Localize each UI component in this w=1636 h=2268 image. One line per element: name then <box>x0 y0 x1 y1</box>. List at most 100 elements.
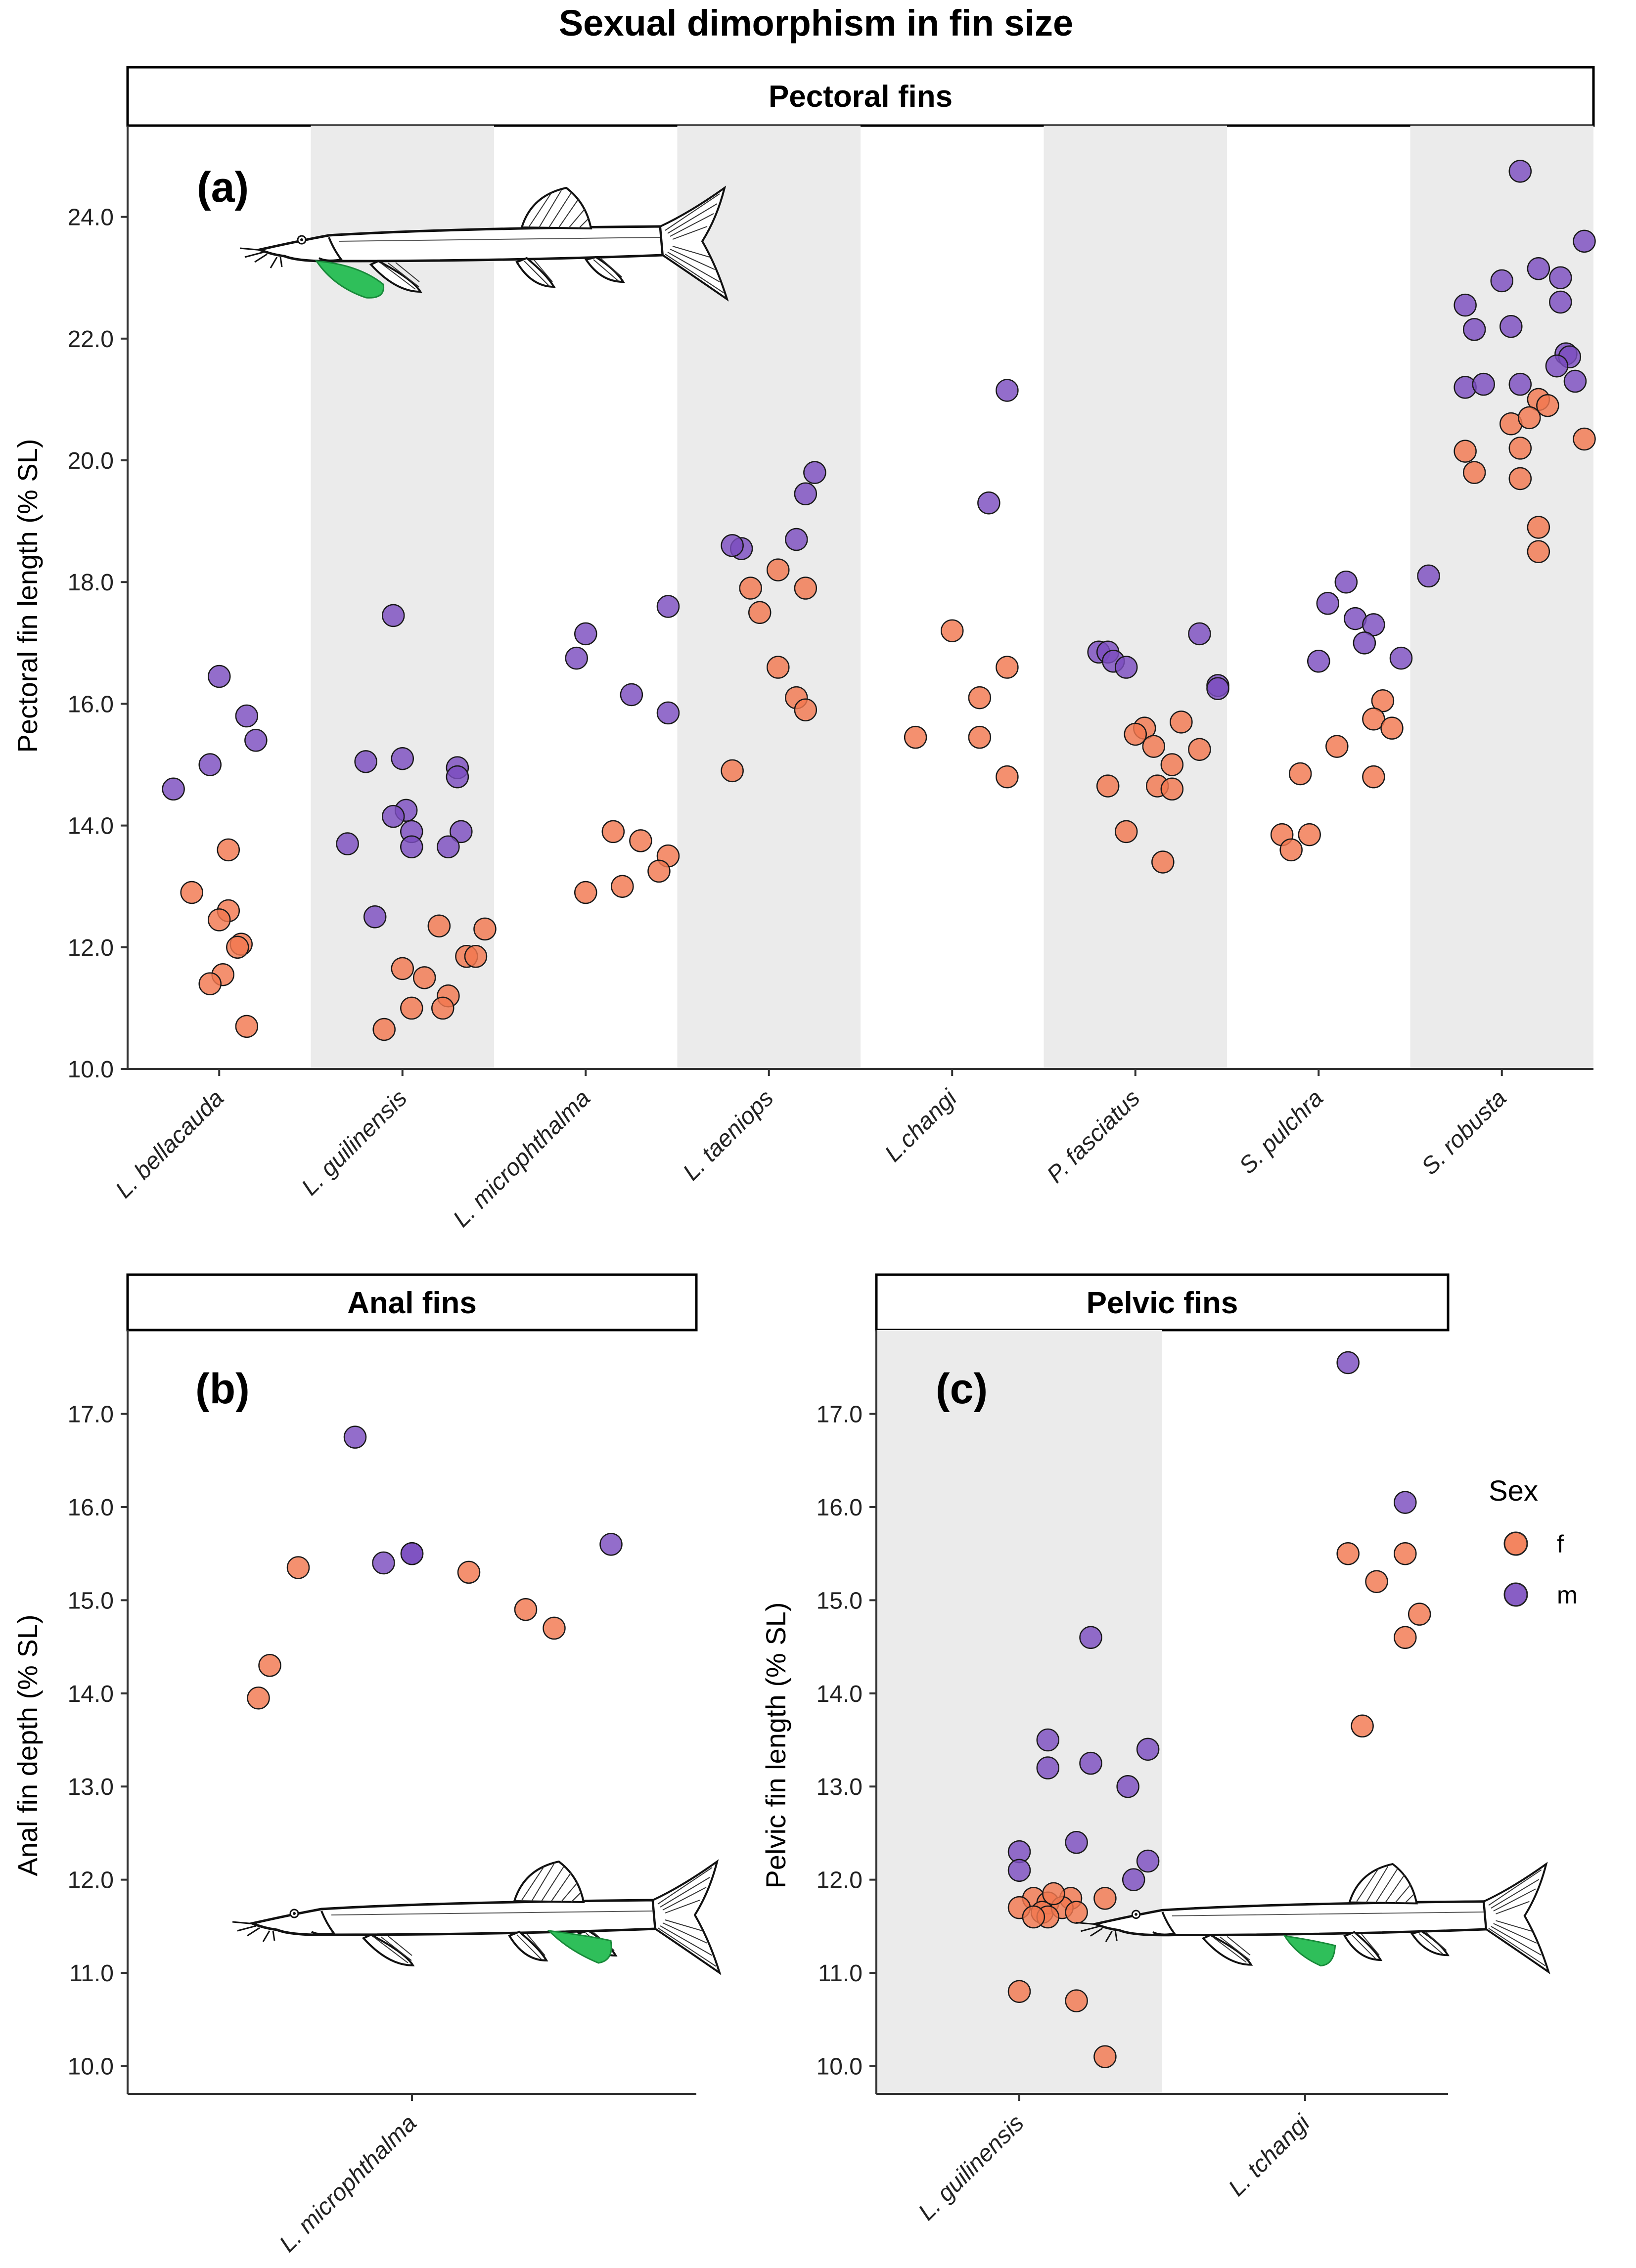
data-point-f <box>1365 1570 1388 1593</box>
data-point-f <box>968 686 992 710</box>
x-axis-b: L. microphthalma <box>128 2093 696 2257</box>
y-tick-label: 20.0 <box>68 448 114 474</box>
data-point-m <box>400 835 423 858</box>
data-point-f <box>208 908 231 932</box>
legend-swatch-f <box>1503 1531 1528 1556</box>
data-point-m <box>1122 1868 1145 1891</box>
shaded-band-8 <box>1410 126 1593 1069</box>
fish-illustration-pelvic <box>1076 1864 1548 1972</box>
strip-pelvic: Pelvic fins <box>1087 1286 1238 1320</box>
data-point-f <box>427 914 451 937</box>
y-tick-label: 12.0 <box>68 1868 114 1894</box>
fish-illustration-anal <box>232 1862 720 1973</box>
data-point-f <box>286 1556 310 1579</box>
data-point-m <box>1353 631 1376 655</box>
y-tick-label: 16.0 <box>817 1495 863 1521</box>
data-point-f <box>794 577 818 600</box>
data-point-f <box>1188 738 1211 761</box>
bands-a <box>311 126 1593 1069</box>
data-point-m <box>1007 1859 1031 1882</box>
data-point-f <box>629 829 652 852</box>
data-point-m <box>1508 160 1532 183</box>
legend-label-f: f <box>1557 1530 1564 1558</box>
data-point-m <box>198 753 222 776</box>
x-tick-label: S. robusta <box>1416 1085 1511 1180</box>
data-point-m <box>1206 677 1229 700</box>
data-point-f <box>611 875 634 898</box>
data-point-m <box>372 1551 395 1575</box>
data-point-m <box>1500 314 1523 338</box>
data-point-m <box>1549 266 1572 289</box>
data-point-m <box>1188 622 1211 646</box>
pectoral-fin-highlight <box>315 260 385 299</box>
data-point-f <box>1518 406 1541 430</box>
y-axis-a: 10.0 12.0 14.0 16.0 18.0 20.0 22.0 24.0 <box>68 126 129 1083</box>
y-tick-label: 13.0 <box>817 1774 863 1800</box>
data-point-f <box>431 996 454 1020</box>
y-tick-label: 14.0 <box>68 1681 114 1707</box>
data-point-f <box>1536 394 1559 417</box>
data-point-f <box>1336 1542 1360 1565</box>
shaded-band-6 <box>1044 126 1227 1069</box>
data-point-m <box>656 595 680 618</box>
data-point-f <box>1573 427 1596 451</box>
legend: Sex f m <box>1489 1475 1578 1609</box>
data-point-m <box>450 820 473 844</box>
data-point-f <box>601 820 625 844</box>
data-point-f <box>1288 762 1312 786</box>
data-point-m <box>363 905 387 929</box>
data-point-f <box>1124 722 1147 746</box>
data-point-f <box>1362 707 1385 731</box>
data-point-m <box>1462 318 1486 341</box>
data-point-f <box>1325 735 1349 758</box>
data-point-f <box>794 698 818 721</box>
data-point-f <box>372 1018 396 1041</box>
points-b <box>247 1425 623 1710</box>
points-a <box>162 160 1596 1041</box>
data-point-m <box>1527 257 1550 280</box>
data-point-f <box>748 601 772 624</box>
data-point-f <box>647 859 671 883</box>
data-point-m <box>1114 656 1138 679</box>
y-tick-label: 18.0 <box>68 570 114 596</box>
data-point-m <box>1472 372 1495 396</box>
data-point-m <box>244 729 268 752</box>
data-point-f <box>767 656 790 679</box>
data-point-m <box>977 491 1000 515</box>
y-tick-label: 16.0 <box>68 1495 114 1521</box>
x-tick-label: L. guilinensis <box>913 2110 1029 2225</box>
data-point-m <box>620 683 643 707</box>
data-point-f <box>247 1686 270 1710</box>
data-point-f <box>412 966 436 989</box>
panel-b: Anal fins (b) 10.0 11.0 12.0 13.0 14.0 15.0 16… <box>12 1273 720 2257</box>
bands-c <box>876 1330 1162 2094</box>
data-point-f <box>464 945 488 968</box>
x-tick-label: P. fasciatus <box>1042 1085 1145 1188</box>
y-tick-label: 10.0 <box>68 2053 114 2080</box>
x-tick-label: L. guilinensis <box>297 1085 412 1201</box>
data-point-m <box>1573 229 1596 253</box>
x-tick-label: L.changi <box>880 1084 962 1167</box>
x-tick-label: L. microphthalma <box>274 2110 422 2257</box>
data-point-m <box>721 534 744 557</box>
data-point-f <box>1170 711 1193 734</box>
data-point-m <box>1036 1728 1060 1752</box>
anal-fin-highlight <box>546 1929 612 1964</box>
data-point-f <box>226 935 249 959</box>
data-point-f <box>180 881 203 904</box>
panel-label-b: (b) <box>195 1365 250 1413</box>
data-point-m <box>1362 613 1385 636</box>
data-point-m <box>1545 354 1569 378</box>
data-point-f <box>968 725 992 749</box>
data-point-f <box>1362 765 1385 789</box>
data-point-m <box>1136 1849 1160 1873</box>
y-axis-c: 10.0 11.0 12.0 13.0 14.0 15.0 16.0 17.0 <box>817 1330 877 2094</box>
data-point-f <box>1160 777 1184 801</box>
data-point-f <box>1508 437 1532 460</box>
data-point-f <box>258 1654 281 1677</box>
data-point-f <box>1279 838 1303 862</box>
y-axis-title-a: Pectoral fin length (% SL) <box>12 439 43 753</box>
data-point-f <box>996 765 1019 789</box>
data-point-f <box>1298 823 1321 846</box>
